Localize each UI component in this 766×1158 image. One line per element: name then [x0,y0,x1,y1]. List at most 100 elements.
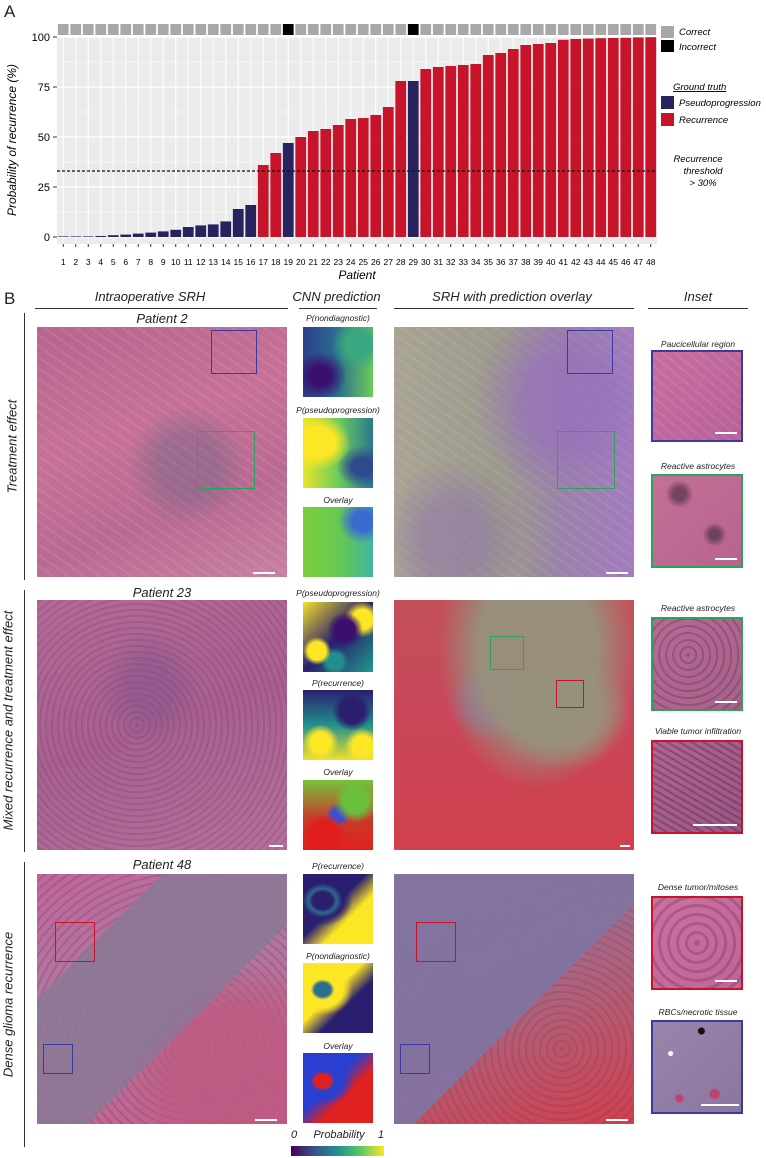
x-tick-label-4: 4 [98,257,103,267]
x-tick-label-5: 5 [111,257,116,267]
patient-23-title: Patient 23 [132,585,192,600]
y-tick-label-100: 100 [32,32,50,44]
bar-patient-39 [532,44,544,237]
tile-patient-36 [495,24,507,35]
colorbar-min: 0 [291,1129,298,1141]
bar-patient-8 [145,232,157,237]
bar-patient-45 [607,38,619,237]
x-tick-label-47: 47 [634,257,644,267]
roi-box-dense-tumor [55,922,95,962]
plot-background [57,37,657,244]
tile-patient-28 [395,24,407,35]
inset-label-r2-2: Viable tumor infiltration [654,726,742,736]
bar-patient-28 [395,81,407,237]
cnn-map-r2-pseudoprogression [303,602,373,672]
tile-patient-5 [107,24,119,35]
bar-patient-9 [157,231,169,237]
tile-patient-32 [445,24,457,35]
colorbar-label: Probability [313,1129,365,1141]
x-tick-label-15: 15 [234,257,244,267]
inset-viable-tumor [651,740,743,834]
bar-patient-41 [557,39,569,237]
x-tick-label-40: 40 [546,257,556,267]
x-tick-label-18: 18 [271,257,281,267]
inset-scale-bar [715,432,737,434]
inset-scale-bar [693,824,737,826]
bar-patient-19 [282,143,294,237]
x-tick-label-9: 9 [161,257,166,267]
inset-paucicellular [651,350,743,442]
bar-patient-25 [357,118,369,237]
srh-overlay-patient-23 [394,600,634,850]
scale-bar [255,1119,277,1121]
bar-patient-5 [107,235,119,237]
tile-patient-48 [645,24,657,35]
tile-patient-8 [145,24,157,35]
y-tick-label-0: 0 [44,232,50,244]
x-tick-label-24: 24 [346,257,356,267]
map-label-r1-3: Overlay [323,495,353,505]
srh-overlay-patient-48 [394,874,634,1124]
patient-48-title: Patient 48 [132,857,192,872]
overlay-scale-bar [606,572,628,574]
bar-patient-27 [382,107,394,237]
bar-patient-4 [95,236,107,237]
tile-patient-15 [232,24,244,35]
x-tick-label-44: 44 [596,257,606,267]
tile-patient-21 [307,24,319,35]
tile-patient-18 [270,24,282,35]
tile-patient-7 [132,24,144,35]
panel-b-label: B [4,289,16,308]
x-tick-label-29: 29 [409,257,419,267]
tile-patient-20 [295,24,307,35]
tile-patient-10 [170,24,182,35]
tile-patient-41 [557,24,569,35]
map-label-r2-1: P(pseudoprogression) [296,588,380,598]
bar-patient-48 [645,37,657,238]
x-tick-label-45: 45 [609,257,619,267]
tile-patient-6 [120,24,132,35]
overlay-roi-box-rbcs [400,1044,430,1074]
x-tick-label-26: 26 [371,257,381,267]
x-tick-label-39: 39 [534,257,544,267]
row3-rule [24,862,25,1147]
tile-patient-22 [320,24,332,35]
map-label-r2-3: Overlay [323,767,353,777]
patient-2-title: Patient 2 [136,311,188,326]
x-tick-label-20: 20 [296,257,306,267]
y-tick-label-75: 75 [38,82,50,94]
inset-label-r1-2: Reactive astrocytes [660,461,736,471]
header-inset-rule [648,308,748,309]
bar-patient-37 [507,49,519,237]
x-tick-label-31: 31 [434,257,444,267]
bar-patient-43 [582,38,594,237]
bar-patient-20 [295,137,307,237]
x-tick-label-1: 1 [61,257,66,267]
threshold-label-line1: Recurrence [673,154,722,165]
row2-rule [24,590,25,852]
x-tick-label-17: 17 [259,257,269,267]
inset-scale-bar [715,701,737,703]
x-tick-label-23: 23 [334,257,344,267]
threshold-label-line2: threshold [683,166,723,177]
scale-bar [269,845,283,847]
cnn-map-r2-overlay [303,780,373,850]
overlay-roi-box-reactive-astrocytes [557,431,615,489]
y-tick-label-25: 25 [38,182,50,194]
tile-patient-33 [457,24,469,35]
tile-patient-12 [195,24,207,35]
x-axis-label: Patient [338,268,376,282]
x-tick-label-21: 21 [309,257,319,267]
roi-box-reactive-astrocytes [197,431,255,489]
x-tick-label-3: 3 [86,257,91,267]
x-tick-label-8: 8 [148,257,153,267]
x-tick-label-34: 34 [471,257,481,267]
bar-patient-15 [232,209,244,237]
header-overlay: SRH with prediction overlay [432,289,592,304]
bar-patient-12 [195,225,207,237]
header-cnn-rule [299,308,377,309]
colorbar-max: 1 [377,1129,384,1141]
srh-image-patient-2 [37,327,287,577]
y-ticks: 0 25 50 75 100 [32,32,57,244]
tile-patient-1 [57,24,69,35]
